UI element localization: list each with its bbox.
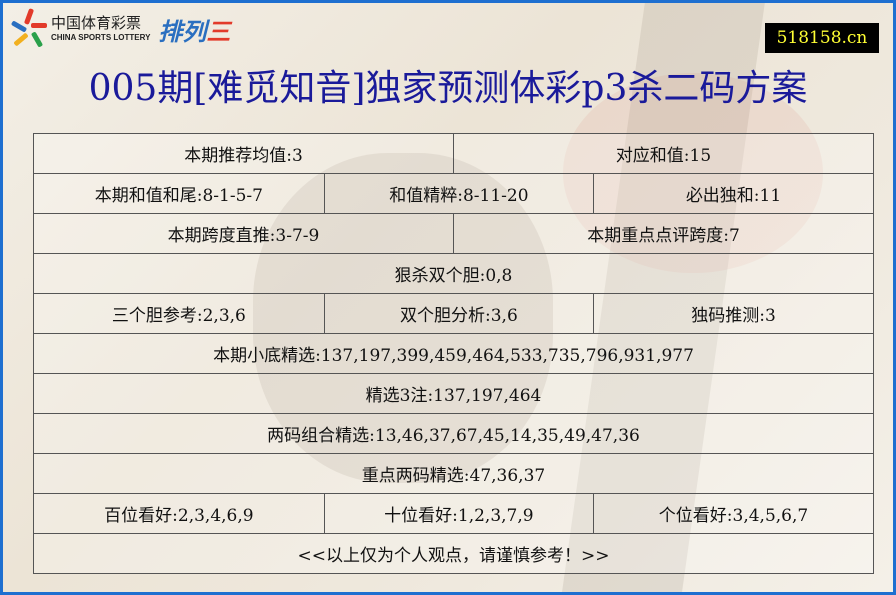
- table-row: 狠杀双个胆:0,8: [33, 253, 874, 294]
- table-cell: <<以上仅为个人观点，请谨慎参考！>>: [33, 533, 874, 574]
- product-name-a: 排列: [158, 17, 207, 46]
- table-cell: 本期跨度直推:3-7-9: [33, 213, 454, 254]
- table-cell: 和值精粹:8-11-20: [323, 173, 595, 214]
- prediction-table: 本期推荐均值:3 对应和值:15 本期和值和尾:8-1-5-7 和值精粹:8-11-2…: [33, 133, 875, 574]
- table-cell: 必出独和:11: [593, 173, 874, 214]
- table-row: 本期跨度直推:3-7-9 本期重点点评跨度:7: [33, 213, 875, 254]
- site-badge: 518158.cn: [765, 23, 879, 53]
- table-cell: 重点两码精选:47,36,37: [33, 453, 874, 494]
- table-row: 两码组合精选:13,46,37,67,45,14,35,49,47,36: [33, 413, 874, 454]
- lottery-logo: 中国体育彩票 CHINA SPORTS LOTTERY 排列三: [10, 8, 230, 48]
- table-cell: 本期重点点评跨度:7: [452, 213, 875, 254]
- logo-en-text: CHINA SPORTS LOTTERY: [51, 33, 151, 42]
- table-cell: 本期推荐均值:3: [33, 133, 454, 174]
- table-cell: 两码组合精选:13,46,37,67,45,14,35,49,47,36: [33, 413, 874, 454]
- table-cell: 对应和值:15: [452, 133, 875, 174]
- logo-cn-text: 中国体育彩票: [51, 14, 142, 32]
- table-cell: 狠杀双个胆:0,8: [33, 253, 874, 294]
- table-cell: 本期和值和尾:8-1-5-7: [33, 173, 325, 214]
- table-cell: 三个胆参考:2,3,6: [33, 293, 325, 334]
- table-cell: 百位看好:2,3,4,6,9: [33, 493, 325, 534]
- table-row: 重点两码精选:47,36,37: [33, 453, 874, 494]
- table-row: 三个胆参考:2,3,6 双个胆分析:3,6 独码推测:3: [33, 293, 874, 334]
- product-name-b: 三: [206, 17, 231, 46]
- table-row: 精选3注:137,197,464: [33, 373, 874, 414]
- table-cell: 独码推测:3: [593, 293, 874, 334]
- table-cell: 个位看好:3,4,5,6,7: [593, 493, 874, 534]
- table-cell: 十位看好:1,2,3,7,9: [323, 493, 595, 534]
- table-row: <<以上仅为个人观点，请谨慎参考！>>: [33, 533, 874, 574]
- table-row: 百位看好:2,3,4,6,9 十位看好:1,2,3,7,9 个位看好:3,4,5,6…: [33, 493, 874, 534]
- table-row: 本期推荐均值:3 对应和值:15: [33, 133, 875, 174]
- table-row: 本期小底精选:137,197,399,459,464,533,735,796,9…: [33, 333, 874, 374]
- table-cell: 双个胆分析:3,6: [323, 293, 595, 334]
- table-cell: 本期小底精选:137,197,399,459,464,533,735,796,9…: [33, 333, 874, 374]
- table-row: 本期和值和尾:8-1-5-7 和值精粹:8-11-20 必出独和:11: [33, 173, 874, 214]
- page-title: 005期[难觅知音]独家预测体彩p3杀二码方案: [88, 68, 808, 109]
- star-logo-icon: [10, 8, 47, 48]
- product-name: 排列三: [158, 12, 230, 47]
- table-cell: 精选3注:137,197,464: [33, 373, 874, 414]
